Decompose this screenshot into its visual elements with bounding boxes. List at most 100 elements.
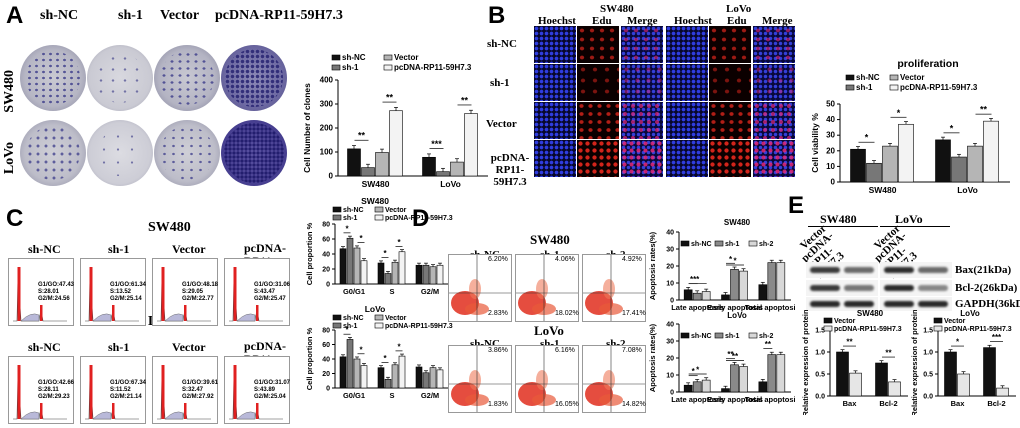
legend-swatch	[714, 332, 724, 339]
y-tick-label: 0	[831, 178, 836, 187]
chart-e1-svg: 0.0 0.5 1.0 1.5 Relative expression of prote…	[801, 310, 908, 415]
bar	[464, 113, 478, 177]
bar	[360, 260, 368, 285]
chart-e-lovo: 0.0 0.5 1.0 1.5 Relative expression of prote…	[910, 310, 1016, 415]
legend-swatch	[845, 84, 855, 91]
early-apoptosis-pct: 14.82%	[622, 401, 646, 408]
x-tick-label: Bax	[843, 399, 858, 408]
x-tick-label: G0/G1	[343, 391, 365, 400]
bar	[935, 139, 951, 183]
significance-marker: *	[359, 234, 363, 243]
bar	[692, 292, 702, 301]
significance-marker: *	[345, 224, 349, 233]
late-apoptosis-cloud	[469, 279, 481, 299]
bar	[767, 354, 777, 393]
scatter-plot	[583, 346, 645, 412]
bar	[888, 381, 901, 397]
flow-histogram	[8, 258, 74, 326]
y-tick-label: 0.0	[923, 394, 933, 401]
bar	[398, 355, 406, 389]
legend-swatch	[374, 314, 384, 321]
g1-peak	[17, 365, 21, 419]
scatter-plot	[449, 346, 511, 412]
b-col-hoechst-2: Hoechst	[674, 15, 712, 27]
chart-title: LoVo	[960, 310, 980, 318]
cell-cycle-stat: G2/M:21.14	[110, 394, 142, 400]
significance-marker: *	[729, 255, 733, 264]
legend-swatch	[823, 325, 833, 332]
panel-letter-b: B	[488, 2, 506, 29]
legend-swatch	[680, 240, 690, 247]
b-row-pcdna: pcDNA-RP11-59H7.3	[490, 152, 530, 188]
bar	[429, 266, 437, 285]
y-tick-label: 1.0	[815, 350, 825, 357]
cell-cycle-stat: S:13.52	[110, 289, 132, 295]
legend-swatch	[933, 325, 943, 332]
legend-swatch	[748, 240, 758, 247]
a-row-sw480: SW480	[2, 70, 17, 113]
y-tick-label: 300	[320, 100, 334, 109]
y-tick-label: 40	[322, 252, 330, 259]
bar	[701, 291, 711, 301]
y-tick-label: 80	[322, 328, 330, 335]
g2-peak	[256, 403, 259, 419]
panel-letter-c: C	[6, 205, 24, 232]
edu-image	[577, 140, 619, 177]
bar	[758, 381, 768, 393]
bar	[767, 262, 777, 301]
significance-marker: ***	[431, 139, 442, 149]
chart-title: SW480	[724, 218, 751, 227]
x-tick-label: S	[389, 287, 394, 296]
y-tick-label: 0	[670, 298, 674, 305]
c-lovo-col-vector: Vector	[172, 340, 206, 354]
legend-label: pcDNA-RP11-59H7.3	[834, 326, 902, 333]
significance-marker: *	[696, 275, 700, 284]
significance-marker: ***	[992, 333, 1002, 342]
y-tick-label: 20	[826, 146, 835, 155]
cell-cycle-stat: S:28.11	[38, 387, 59, 393]
flow-histogram	[224, 258, 290, 326]
y-tick-label: 60	[322, 342, 330, 349]
bar	[353, 247, 361, 285]
legend-label: Vector	[394, 53, 418, 62]
e-band-gapdh: GAPDH(36kDa)	[955, 298, 1020, 310]
g2-peak	[40, 403, 43, 419]
dish-sw480-shnc	[20, 45, 86, 111]
legend-label: sh-NC	[691, 241, 712, 248]
bar	[739, 270, 748, 301]
g2-peak	[112, 305, 115, 321]
blot-bax-sw480	[806, 262, 878, 278]
s-phase-area	[164, 313, 184, 322]
legend-label: sh-NC	[342, 53, 366, 62]
bar	[450, 161, 464, 177]
significance-marker: **	[461, 95, 469, 105]
histogram-plot	[157, 267, 211, 322]
merge-image	[753, 102, 795, 139]
g2-peak	[256, 305, 259, 321]
significance-marker: *	[383, 354, 387, 363]
g1-peak	[161, 365, 165, 419]
legend-label: Vector	[385, 315, 407, 322]
legend-label: sh-1	[725, 333, 740, 340]
bar	[389, 110, 403, 177]
y-axis-label: Cell Number of clones	[302, 83, 312, 173]
cell-cycle-stat: G2/M:29.23	[38, 394, 70, 400]
chart-title: LoVo	[365, 306, 386, 314]
hoechst-image	[666, 102, 708, 139]
g2-peak	[112, 403, 115, 419]
bar	[683, 289, 693, 301]
blot-bcl2-lovo	[880, 280, 952, 296]
bar	[983, 120, 999, 183]
x-tick-label: Bcl-2	[987, 399, 1005, 408]
bar	[422, 372, 430, 389]
bar	[361, 167, 375, 177]
bar	[692, 381, 702, 393]
legend-swatch	[889, 84, 899, 91]
cell-cycle-stat: G1/GO:39.61	[182, 380, 219, 386]
late-apoptosis-cloud	[603, 279, 615, 299]
significance-marker: *	[696, 365, 700, 374]
y-tick-label: 30	[666, 339, 674, 346]
s-phase-area	[92, 411, 112, 420]
significance-marker: **	[885, 349, 892, 358]
legend-swatch	[332, 314, 342, 321]
